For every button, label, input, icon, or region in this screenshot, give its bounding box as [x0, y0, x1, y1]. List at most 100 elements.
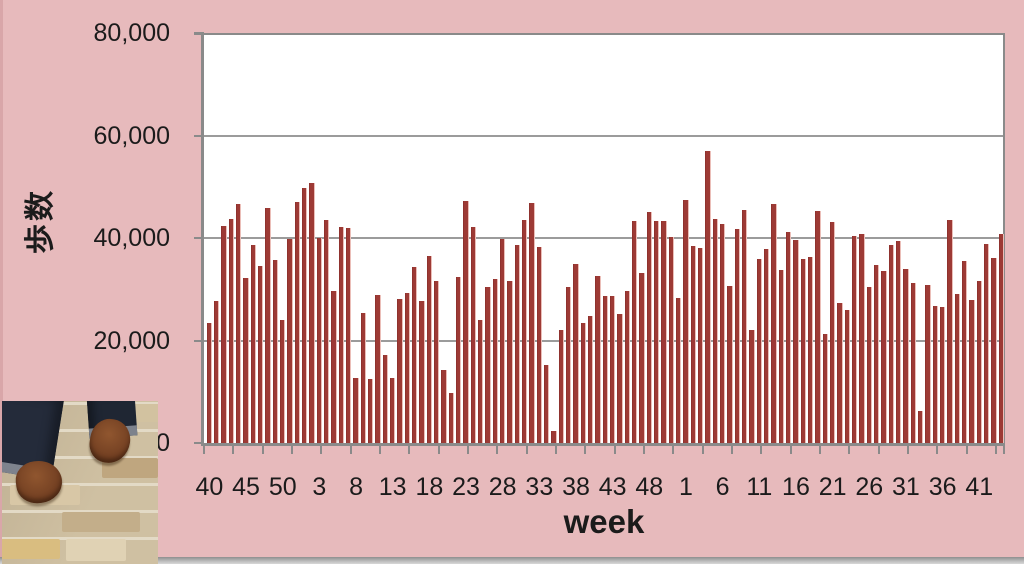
- bar-week-13: [390, 377, 396, 443]
- bar-week-7: [727, 286, 733, 443]
- bar-week-29: [507, 281, 513, 443]
- bar-week-17: [800, 258, 806, 443]
- x-tick: [642, 446, 645, 454]
- x-tick: [290, 446, 293, 454]
- bar-week-9: [741, 210, 748, 443]
- bar-week-40: [587, 316, 594, 443]
- x-tick-label: 50: [268, 473, 297, 501]
- bar-week-38: [573, 264, 579, 443]
- bar-week-34: [543, 364, 550, 443]
- photo-feet-on-brick-pavement: [2, 401, 158, 564]
- bar-week-28: [499, 239, 506, 443]
- bar-week-41: [595, 276, 601, 443]
- bar-week-8: [353, 377, 359, 443]
- bar-week-50: [280, 320, 286, 443]
- x-tick-label: 1: [679, 473, 693, 501]
- gridline-40000: [204, 237, 1003, 239]
- bar-week-45: [624, 290, 630, 443]
- x-tick-label: 33: [525, 473, 554, 501]
- x-tick: [613, 446, 616, 454]
- x-tick-label: 6: [715, 473, 730, 501]
- y-tick-label: 60,000: [93, 121, 170, 150]
- brick: [62, 512, 140, 532]
- bar-week-50: [661, 220, 667, 443]
- bar-week-35: [932, 305, 938, 443]
- brick: [102, 458, 158, 478]
- bar-week-21: [829, 221, 836, 443]
- bar-week-20: [822, 334, 828, 443]
- bar-week-44: [236, 203, 242, 443]
- bar-week-15: [785, 231, 792, 443]
- x-tick: [496, 446, 499, 454]
- bar-week-39: [580, 323, 587, 443]
- x-tick-label: 28: [488, 473, 517, 501]
- bar-week-51: [668, 236, 674, 443]
- x-tick-label: 18: [415, 473, 444, 501]
- x-tick: [554, 446, 557, 454]
- bar-week-23: [844, 309, 850, 443]
- x-tick-label: 23: [452, 473, 480, 501]
- x-tick-label: 36: [928, 473, 957, 501]
- bar-week-21: [448, 393, 455, 443]
- x-tick: [936, 446, 939, 454]
- bar-week-25: [477, 319, 484, 443]
- x-tick: [877, 446, 880, 454]
- bar-week-43: [228, 218, 235, 443]
- x-tick: [701, 446, 704, 454]
- bar-week-47: [258, 266, 264, 443]
- y-tick: [194, 237, 204, 239]
- bar-week-1: [302, 187, 308, 443]
- x-tick: [525, 446, 528, 454]
- bar-series: [204, 33, 1004, 443]
- window-bottom-edge: [0, 557, 1024, 564]
- y-axis-line: [201, 33, 204, 446]
- x-axis-title: week: [563, 503, 645, 540]
- bar-week-4: [705, 150, 711, 443]
- bar-week-14: [397, 299, 403, 443]
- bar-week-28: [881, 271, 887, 443]
- x-tick: [261, 446, 264, 454]
- bar-week-4: [324, 220, 330, 443]
- bar-week-22: [455, 277, 462, 443]
- bar-week-26: [866, 286, 872, 443]
- bar-week-49: [272, 259, 279, 443]
- bar-week-24: [851, 235, 858, 443]
- bar-week-17: [419, 301, 425, 443]
- x-tick-label: 11: [746, 473, 773, 501]
- bar-week-3: [316, 238, 323, 443]
- bar-week-41: [976, 281, 982, 443]
- bar-week-18: [807, 257, 814, 443]
- y-tick: [194, 32, 204, 34]
- bar-week-52: [294, 202, 301, 443]
- x-tick: [760, 446, 763, 454]
- bar-week-46: [250, 244, 257, 443]
- y-axis-title: 歩数: [24, 188, 57, 254]
- brick: [66, 539, 126, 561]
- bar-week-48: [646, 211, 652, 443]
- bar-week-37: [947, 220, 953, 443]
- bar-week-43: [609, 296, 616, 443]
- bar-week-19: [815, 210, 821, 443]
- bar-week-27: [492, 279, 499, 443]
- bar-week-34: [925, 284, 931, 443]
- bar-week-33: [917, 411, 924, 443]
- x-tick-label: 8: [349, 473, 363, 501]
- bar-week-42: [602, 296, 609, 443]
- bar-week-5: [331, 291, 337, 443]
- bar-week-6: [338, 226, 345, 443]
- x-tick-label: 3: [312, 473, 327, 501]
- x-tick: [965, 446, 968, 454]
- x-tick: [1003, 446, 1005, 454]
- x-tick: [848, 446, 851, 454]
- y-tick-label: 0: [156, 429, 170, 457]
- x-tick: [789, 446, 792, 454]
- y-tick: [194, 442, 204, 444]
- bar-week-11: [756, 259, 762, 443]
- x-tick: [232, 446, 235, 454]
- bar-week-15: [404, 293, 411, 443]
- bar-week-29: [888, 244, 894, 443]
- x-axis-line: [201, 443, 1005, 446]
- x-tick: [466, 446, 469, 454]
- x-tick-label: 41: [965, 473, 994, 501]
